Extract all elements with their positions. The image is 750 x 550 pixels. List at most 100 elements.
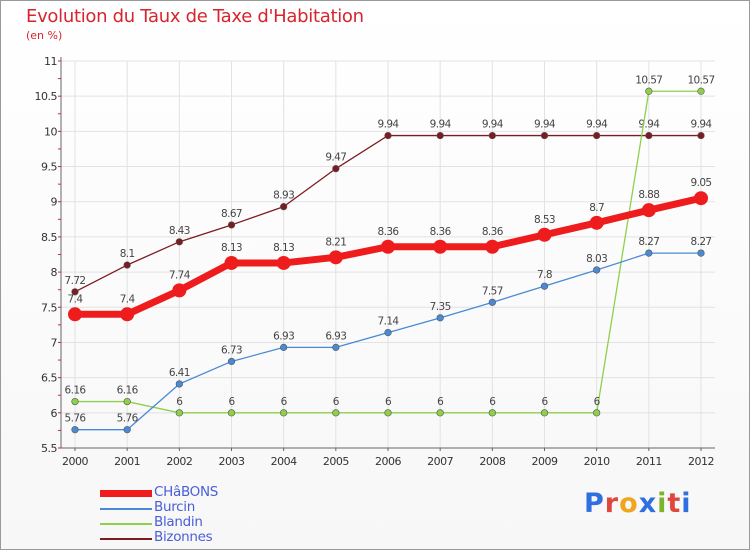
data-point-blandin xyxy=(436,409,444,417)
data-label-chbons: 8.88 xyxy=(638,189,659,201)
legend-label-bizonnes: Bizonnes xyxy=(154,529,213,545)
data-point-bizonnes xyxy=(175,238,183,246)
data-point-chbons xyxy=(641,203,656,218)
data-point-burcin xyxy=(384,329,392,337)
data-point-bizonnes xyxy=(384,131,392,140)
data-label-blandin: 6 xyxy=(281,396,288,408)
logo-letter: i xyxy=(681,488,692,519)
data-point-chbons xyxy=(120,307,135,322)
y-tick-label: 5.5 xyxy=(41,442,57,455)
legend-label-blandin: Blandin xyxy=(154,514,203,530)
data-label-chbons: 8.36 xyxy=(430,226,452,238)
data-label-burcin: 6.93 xyxy=(325,330,346,342)
logo-letter: i xyxy=(657,488,668,519)
data-label-chbons: 8.21 xyxy=(325,236,346,248)
data-label-burcin: 7.8 xyxy=(537,269,552,281)
data-point-burcin xyxy=(123,426,131,434)
data-point-blandin xyxy=(697,87,705,95)
data-point-bizonnes xyxy=(332,165,340,173)
x-tick-label: 2001 xyxy=(114,455,140,468)
data-point-chbons xyxy=(276,255,291,270)
data-point-burcin xyxy=(488,298,496,306)
data-label-burcin: 5.76 xyxy=(65,413,87,425)
legend-swatch-chabons xyxy=(100,490,152,497)
data-label-blandin: 6.16 xyxy=(65,385,87,397)
data-label-burcin: 6.73 xyxy=(221,344,242,356)
data-label-blandin: 6 xyxy=(333,396,340,408)
data-point-blandin xyxy=(488,409,496,417)
data-point-chbons xyxy=(224,255,239,270)
data-label-bizonnes: 8.43 xyxy=(169,225,190,237)
y-tick-label: 9 xyxy=(51,196,58,209)
data-point-blandin xyxy=(384,409,392,417)
data-point-burcin xyxy=(593,266,601,274)
axes: 5.5 6 6.5 7 7.5 8 8.5 9 9.5 10 10.5 11 2000 2001 2002 2… xyxy=(35,55,715,468)
data-point-chbons xyxy=(381,239,395,254)
data-point-bizonnes xyxy=(123,261,131,269)
data-point-chbons xyxy=(694,191,708,206)
data-label-blandin: 6 xyxy=(176,396,183,408)
data-label-burcin: 5.76 xyxy=(117,413,139,425)
x-tick-label: 2004 xyxy=(271,455,297,468)
logo-letter: o xyxy=(619,488,639,519)
data-point-burcin xyxy=(436,314,444,322)
data-label-bizonnes: 8.67 xyxy=(221,208,242,220)
data-label-bizonnes: 7.72 xyxy=(65,275,86,287)
data-point-bizonnes xyxy=(540,131,549,140)
data-point-burcin xyxy=(280,343,288,351)
data-point-bizonnes xyxy=(593,131,601,140)
data-label-burcin: 8.03 xyxy=(586,253,607,265)
data-label-chbons: 8.36 xyxy=(378,226,400,238)
data-point-bizonnes xyxy=(697,131,705,140)
data-label-chbons: 7.4 xyxy=(120,293,136,305)
x-tick-label: 2007 xyxy=(427,455,453,468)
data-label-bizonnes: 9.94 xyxy=(638,119,660,131)
x-tick-label: 2005 xyxy=(323,455,349,468)
data-point-bizonnes xyxy=(71,288,79,296)
data-label-burcin: 6.93 xyxy=(273,330,294,342)
x-tick-label: 2011 xyxy=(636,455,662,468)
data-point-blandin xyxy=(175,409,183,417)
y-tick-label: 7.5 xyxy=(41,301,57,314)
y-tick-label: 6 xyxy=(51,407,58,420)
data-label-burcin: 8.27 xyxy=(691,236,712,248)
data-label-bizonnes: 9.94 xyxy=(691,119,713,131)
data-point-bizonnes xyxy=(645,131,653,140)
data-label-blandin: 10.57 xyxy=(635,74,662,86)
data-label-blandin: 10.57 xyxy=(687,74,714,86)
data-point-bizonnes xyxy=(280,203,288,211)
chart-title: Evolution du Taux de Taxe d'Habitation xyxy=(26,6,364,27)
data-label-chbons: 8.53 xyxy=(534,214,555,226)
data-label-blandin: 6 xyxy=(594,396,601,408)
data-point-blandin xyxy=(645,87,653,95)
data-point-bizonnes xyxy=(436,131,444,140)
legend-swatch-bizonnes xyxy=(100,538,152,540)
logo-letter: r xyxy=(604,488,620,519)
data-label-blandin: 6 xyxy=(228,396,235,408)
data-label-chbons: 7.4 xyxy=(68,293,84,305)
data-label-bizonnes: 9.47 xyxy=(325,152,346,164)
data-label-bizonnes: 9.94 xyxy=(482,119,504,131)
data-label-blandin: 6 xyxy=(437,396,444,408)
data-label-chbons: 9.05 xyxy=(691,177,712,189)
data-point-burcin xyxy=(227,357,236,366)
legend-swatch-blandin xyxy=(100,523,152,525)
data-point-burcin xyxy=(645,249,653,257)
data-point-blandin xyxy=(540,409,549,417)
legend-label-burcin: Burcin xyxy=(154,499,196,515)
data-label-burcin: 7.57 xyxy=(482,285,503,297)
data-point-bizonnes xyxy=(227,221,236,229)
data-label-bizonnes: 9.94 xyxy=(534,119,556,131)
data-label-burcin: 8.27 xyxy=(638,236,659,248)
x-tick-label: 2009 xyxy=(532,455,558,468)
x-tick-label: 2010 xyxy=(584,455,610,468)
data-label-bizonnes: 8.93 xyxy=(273,190,294,202)
data-point-chbons xyxy=(328,250,343,265)
data-point-chbons xyxy=(485,239,500,254)
data-point-burcin xyxy=(71,426,79,434)
data-point-burcin xyxy=(540,282,549,290)
y-tick-label: 8.5 xyxy=(41,231,57,244)
y-tick-label: 6.5 xyxy=(41,372,57,385)
y-tick-label: 11 xyxy=(44,55,57,68)
